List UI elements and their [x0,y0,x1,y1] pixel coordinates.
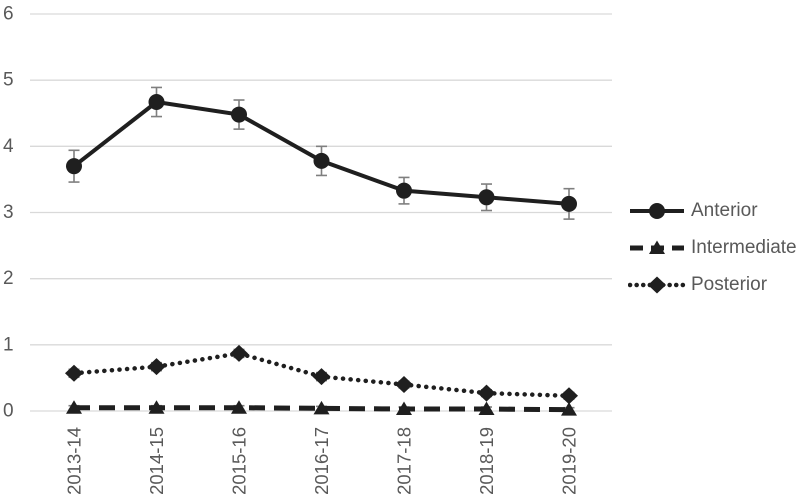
y-tick-label: 2 [3,268,14,289]
legend-swatch-posterior [628,276,686,293]
y-tick-label: 4 [3,136,14,157]
x-tick-label: 2019-20 [559,427,580,494]
legend-label-posterior: Posterior [691,273,768,295]
legend: Anterior Intermediate Posterior [628,192,797,303]
x-tick-label: 2014-15 [146,427,167,494]
legend-swatch-marker [648,276,666,293]
x-tick-label: 2016-17 [311,427,332,494]
x-tick-label: 2015-16 [229,427,250,494]
data-point-marker-circle [396,182,412,199]
series-anterior [66,86,577,220]
data-point-marker-triangle [313,400,330,415]
data-point-marker-diamond [230,344,248,362]
data-point-marker-diamond [477,384,496,402]
data-point-marker-diamond [65,364,83,382]
x-tick-label: 2018-19 [476,427,497,494]
data-point-marker-diamond [147,358,166,376]
legend-label-intermediate: Intermediate [691,236,797,258]
y-tick-label: 5 [3,70,14,91]
data-point-marker-circle [561,195,577,212]
data-point-marker-triangle [478,401,495,416]
data-point-marker-diamond [560,387,578,405]
legend-label-anterior: Anterior [691,199,758,221]
y-tick-label: 0 [3,401,14,422]
y-tick-label: 3 [3,202,14,223]
data-point-marker-triangle [396,401,412,416]
data-point-marker-circle [231,106,247,123]
legend-item-posterior: Posterior [628,266,797,303]
legend-swatch-intermediate [630,240,684,254]
legend-item-anterior: Anterior [628,192,797,229]
legend-swatch-marker [649,202,665,219]
data-point-marker-diamond [312,368,331,386]
legend-item-intermediate: Intermediate [628,229,797,266]
series-intermediate [66,400,577,416]
y-tick-label: 1 [3,334,14,355]
data-point-marker-triangle [561,402,577,416]
legend-swatch-marker [649,240,665,254]
x-tick-label: 2013-14 [64,427,85,494]
data-point-marker-triangle [148,400,165,414]
data-point-marker-circle [478,189,495,206]
data-point-marker-circle [66,158,82,175]
data-point-marker-circle [313,152,330,169]
data-point-marker-circle [148,94,165,111]
data-point-marker-triangle [66,400,82,414]
legend-swatch-anterior [630,202,684,219]
x-tick-label: 2017-18 [394,427,415,494]
data-point-marker-triangle [231,400,247,414]
series-posterior [65,344,578,405]
y-tick-label: 6 [3,4,14,25]
data-point-marker-diamond [395,376,413,394]
